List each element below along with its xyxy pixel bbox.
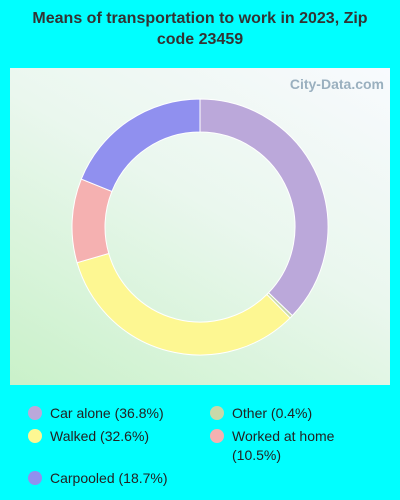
legend-item: Walked (32.6%) <box>28 427 210 465</box>
legend-swatch <box>28 406 42 420</box>
chart-title: Means of transportation to work in 2023,… <box>32 10 368 48</box>
legend-item: Worked at home (10.5%) <box>210 427 380 465</box>
donut-slice <box>76 252 291 356</box>
legend-swatch <box>28 429 42 443</box>
legend-label: Car alone (36.8%) <box>50 405 164 421</box>
legend-item: Car alone (36.8%) <box>28 404 210 423</box>
legend-swatch <box>210 406 224 420</box>
legend-label: Carpooled (18.7%) <box>50 470 168 486</box>
legend-swatch <box>210 429 224 443</box>
legend-item: Carpooled (18.7%) <box>28 469 210 488</box>
donut-slice <box>71 178 113 264</box>
legend-label: Other (0.4%) <box>232 405 313 421</box>
legend-item: Other (0.4%) <box>210 404 380 423</box>
legend-swatch <box>28 471 42 485</box>
legend-label: Walked (32.6%) <box>50 428 150 444</box>
legend: Car alone (36.8%) Other (0.4%) Walked (32.… <box>28 404 388 488</box>
donut-slice <box>80 98 201 193</box>
watermark: City-Data.com <box>289 76 384 92</box>
donut-slice <box>199 98 329 317</box>
legend-label: Worked at home (10.5%) <box>232 428 335 463</box>
